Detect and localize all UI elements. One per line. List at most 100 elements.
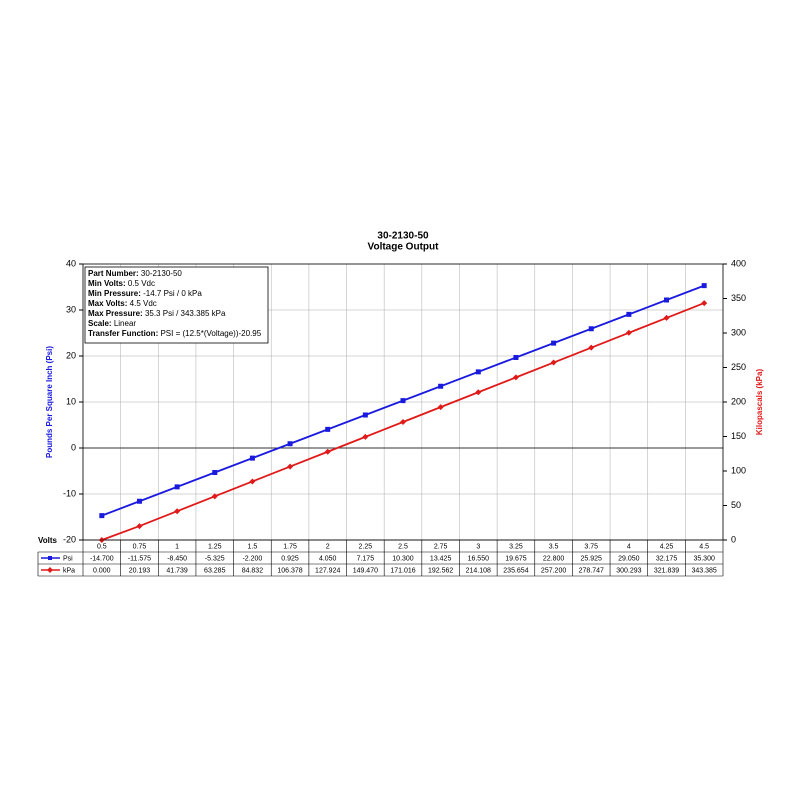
table-value: -2.200 [242,555,262,562]
table-value: 20.193 [129,567,151,574]
table-value: 300.293 [616,567,641,574]
y-tick-label: 10 [66,396,76,406]
point [287,441,293,447]
chart-title: 30-2130-50 [377,231,429,242]
point [400,418,406,425]
point [438,383,444,389]
table-value: -5.325 [205,555,225,562]
point [99,513,105,519]
table-value: 4.050 [319,555,337,562]
table-value: 106.378 [277,567,302,574]
point [136,498,142,504]
y2-axis-label: Kilopascals (kPa) [755,369,764,436]
info-line: Scale: Linear [88,319,136,328]
table-value: 214.108 [466,567,491,574]
point [701,300,708,307]
table-value: -11.575 [128,555,151,562]
info-line: Min Volts: 0.5 Vdc [88,279,155,288]
point [362,412,368,418]
info-value: PSI = (12.5*(Voltage))-20.95 [160,329,261,338]
table-value: 343.385 [692,567,717,574]
info-value: 0.5 Vdc [128,279,155,288]
x-tick-label: 2.75 [434,543,448,550]
point [249,478,256,485]
table-value: 16.550 [468,555,490,562]
point [475,389,482,396]
y2-tick-label: 300 [731,327,746,337]
point [625,329,632,336]
table-value: 278.747 [579,567,604,574]
info-label: Max Pressure: [88,309,143,318]
y2-tick-label: 0 [731,534,736,544]
x-axis-label: Volts [38,536,58,545]
point [551,340,557,346]
info-label: Max Volts: [88,299,127,308]
x-tick-label: 3.25 [509,543,523,550]
y2-tick-label: 250 [731,362,746,372]
table-value: 321.839 [654,567,679,574]
x-tick-label: 3.75 [584,543,598,550]
point [437,404,444,411]
y2-tick-label: 150 [731,431,746,441]
point [212,469,218,475]
y2-tick-label: 200 [731,396,746,406]
x-tick-label: 4.25 [660,543,674,550]
info-line: Max Pressure: 35.3 Psi / 343.385 kPa [88,309,226,318]
y2-tick-label: 350 [731,293,746,303]
point [362,433,369,440]
table-value: 32.175 [656,555,678,562]
info-line: Max Volts: 4.5 Vdc [88,299,157,308]
point [249,455,255,461]
info-value: Linear [114,319,137,328]
table-value: 235.654 [503,567,528,574]
table-value: 149.470 [353,567,378,574]
y-tick-label: -20 [63,534,76,544]
legend-marker [47,567,53,573]
point [400,398,406,404]
point [174,484,180,490]
point [663,314,670,321]
table-value: 257.200 [541,567,566,574]
x-tick-label: 0.5 [97,543,107,550]
info-line: Part Number: 30-2130-50 [88,269,182,278]
y2-tick-label: 50 [731,500,741,510]
y2-tick-label: 100 [731,465,746,475]
info-box-frame [84,266,269,344]
x-tick-label: 3 [476,543,480,550]
x-tick-label: 1.75 [283,543,297,550]
info-label: Part Number: [88,269,139,278]
table-value: 127.924 [315,567,340,574]
table-value: 7.175 [357,555,375,562]
point [475,369,481,375]
y-axis-label: Pounds Per Square Inch (Psi) [45,346,54,458]
x-tick-label: 1 [175,543,179,550]
point [211,493,218,500]
info-label: Min Volts: [88,279,126,288]
x-tick-label: 2.25 [359,543,373,550]
x-tick-label: 1.5 [248,543,258,550]
table-value: 13.425 [430,555,452,562]
y2-tick-label: 400 [731,258,746,268]
table-value: 0.925 [281,555,299,562]
point [550,359,557,366]
y-tick-label: 40 [66,258,76,268]
point [588,326,594,332]
x-tick-label: 0.75 [133,543,147,550]
x-tick-label: 2.5 [398,543,408,550]
point [174,508,181,515]
table-value: 41.739 [166,567,188,574]
point [324,448,331,455]
legend-label: kPa [63,567,75,574]
info-value: 35.3 Psi / 343.385 kPa [145,309,226,318]
y-tick-label: 20 [66,350,76,360]
info-value: 4.5 Vdc [130,299,157,308]
legend-marker [48,556,52,560]
table-value: 192.562 [428,567,453,574]
table-value: 63.285 [204,567,226,574]
table-value: 0.000 [93,567,111,574]
info-value: 30-2130-50 [141,269,182,278]
point [626,311,632,317]
table-value: 25.925 [581,555,603,562]
